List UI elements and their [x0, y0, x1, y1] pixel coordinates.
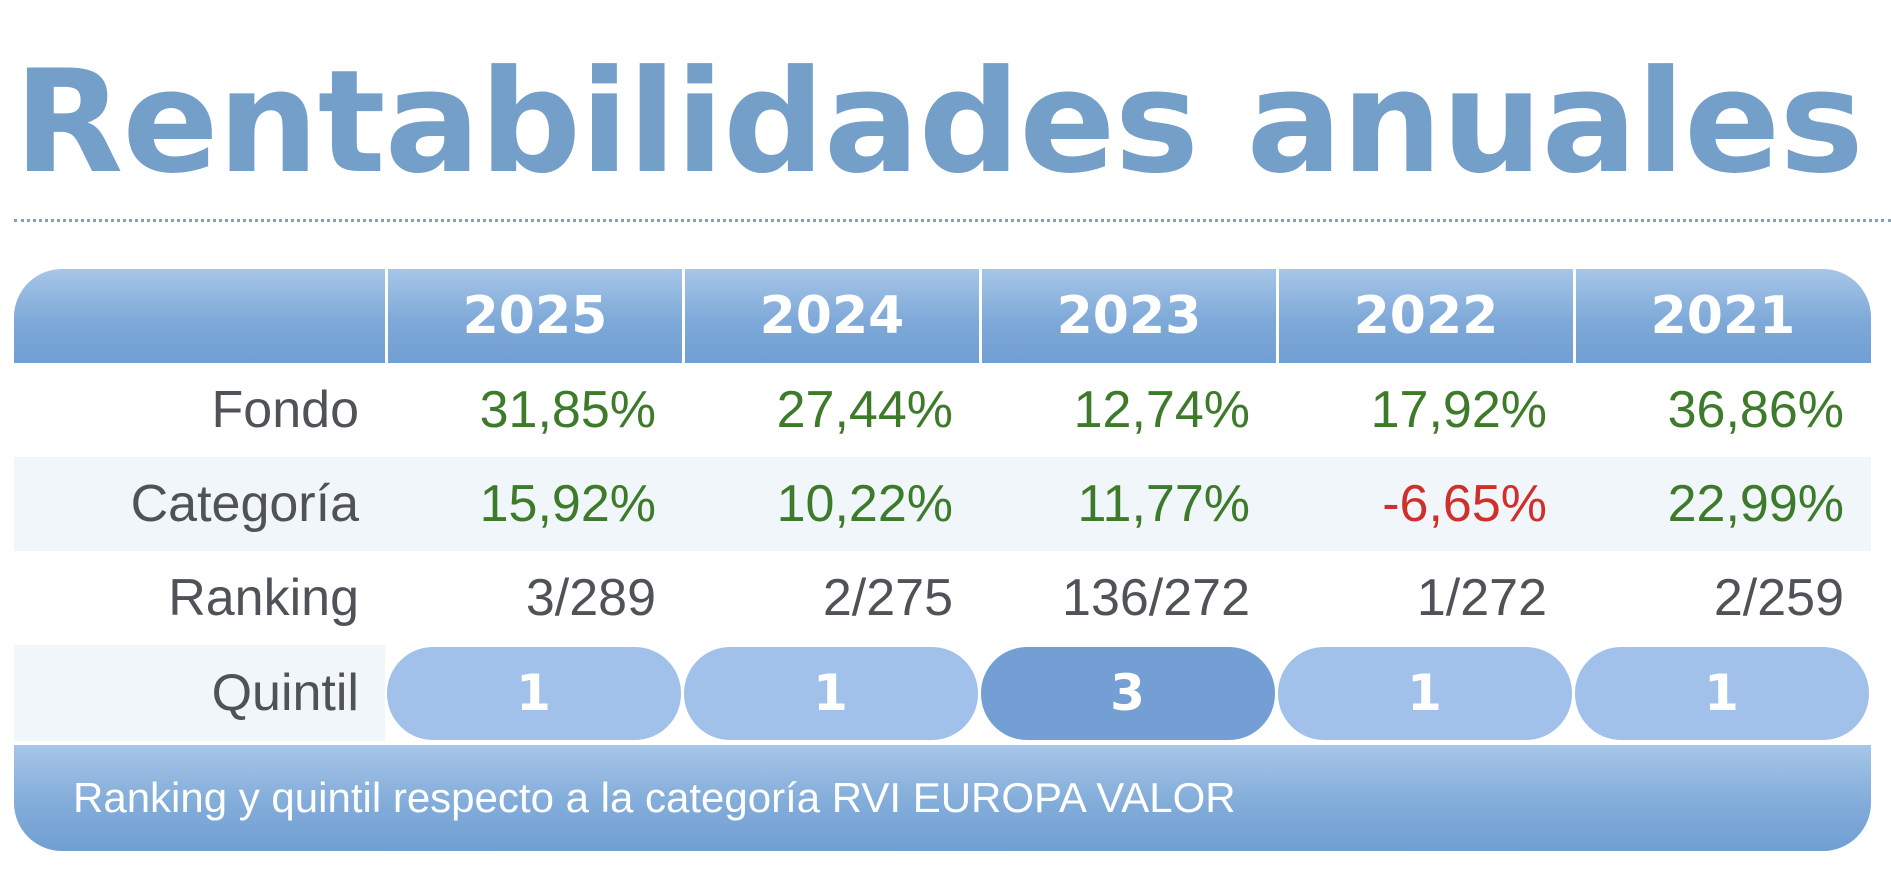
ranking-value: 136/272	[1062, 569, 1250, 627]
quintil-cell: 1	[1573, 645, 1870, 741]
quintil-badge: 1	[1277, 646, 1572, 740]
quintil-badge: 3	[980, 646, 1275, 740]
fondo-value: 36,86%	[1667, 381, 1844, 439]
quintil-badge: 1	[683, 646, 978, 740]
row-label-categoria: Categoría	[130, 475, 359, 533]
year-header: 2023	[979, 269, 1276, 363]
quintil-row: Quintil 1 1 3 1 1	[14, 645, 1871, 741]
row-label-quintil: Quintil	[14, 645, 385, 741]
ranking-value: 2/275	[822, 569, 953, 627]
header-corner-cell	[14, 269, 385, 363]
page-title: Rentabilidades anuales	[14, 40, 1864, 205]
year-header: 2025	[385, 269, 682, 363]
table-footnote: Ranking y quintil respecto a la categorí…	[14, 745, 1871, 851]
categoria-value: 22,99%	[1667, 475, 1844, 533]
quintil-badge: 1	[386, 646, 681, 740]
quintil-badge: 1	[1574, 646, 1869, 740]
title-divider	[14, 219, 1891, 222]
quintil-cell: 1	[1276, 645, 1573, 741]
fondo-value: 12,74%	[1073, 381, 1250, 439]
row-label-fondo: Fondo	[211, 381, 359, 439]
quintil-cell: 1	[682, 645, 979, 741]
year-header: 2024	[682, 269, 979, 363]
categoria-value: 15,92%	[479, 475, 656, 533]
ranking-row: Ranking 3/289 2/275 136/272 1/272 2/259	[14, 551, 1871, 645]
row-label-ranking: Ranking	[168, 569, 359, 627]
table-header-row: 2025 2024 2023 2022 2021	[14, 269, 1871, 363]
ranking-value: 3/289	[525, 569, 656, 627]
quintil-cell: 1	[385, 645, 682, 741]
fondo-value: 31,85%	[479, 381, 656, 439]
year-header: 2022	[1276, 269, 1573, 363]
ranking-value: 2/259	[1713, 569, 1844, 627]
fondo-value: 17,92%	[1370, 381, 1547, 439]
categoria-value: -6,65%	[1382, 475, 1547, 533]
quintil-cell: 3	[979, 645, 1276, 741]
ranking-value: 1/272	[1416, 569, 1547, 627]
returns-table: 2025 2024 2023 2022 2021 Fondo 31,85% 27…	[14, 269, 1871, 851]
categoria-value: 11,77%	[1077, 475, 1250, 533]
fondo-value: 27,44%	[776, 381, 953, 439]
year-header: 2021	[1573, 269, 1870, 363]
categoria-row: Categoría 15,92% 10,22% 11,77% -6,65% 22…	[14, 457, 1871, 551]
categoria-value: 10,22%	[776, 475, 953, 533]
fondo-row: Fondo 31,85% 27,44% 12,74% 17,92% 36,86%	[14, 363, 1871, 457]
